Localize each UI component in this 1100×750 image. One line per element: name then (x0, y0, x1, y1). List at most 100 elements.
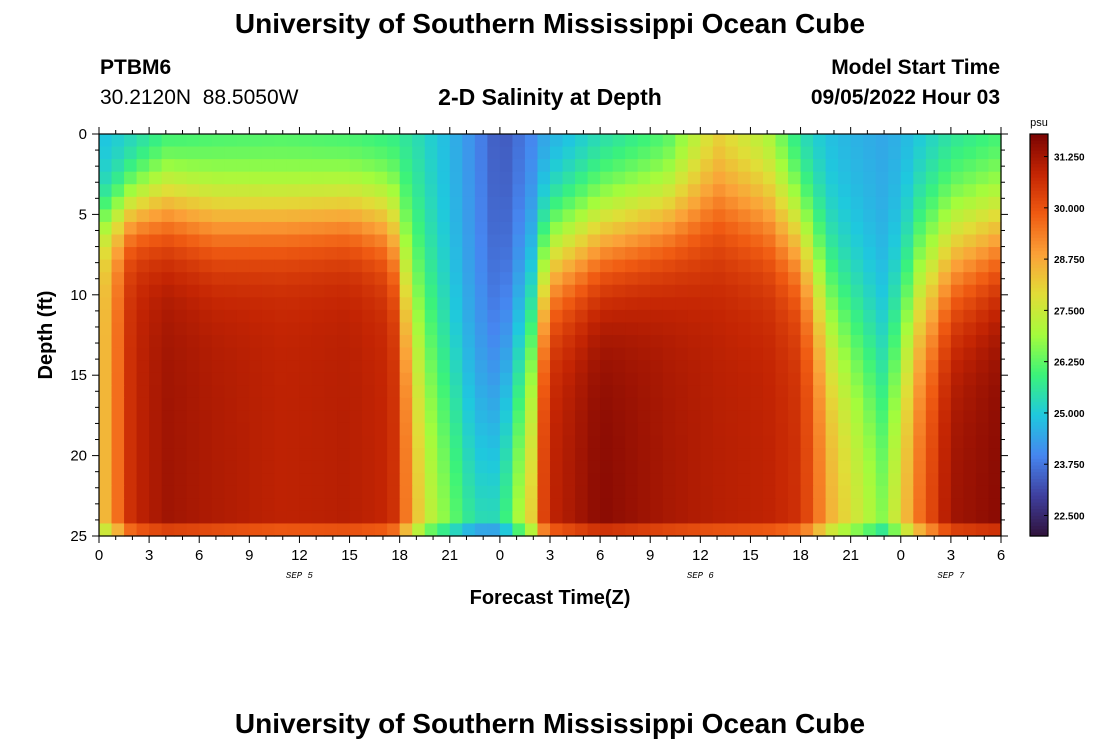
heatmap-cell (575, 498, 589, 512)
heatmap-cell (825, 448, 839, 462)
heatmap-cell (199, 322, 213, 336)
heatmap-cell (662, 297, 676, 311)
heatmap-cell (224, 247, 238, 261)
colorbar-cell (1030, 415, 1048, 420)
heatmap-cell (374, 372, 388, 386)
heatmap-cell (161, 171, 175, 185)
heatmap-cell (387, 272, 401, 286)
heatmap-cell (412, 435, 426, 449)
heatmap-cell (762, 221, 777, 236)
heatmap-cell (236, 448, 250, 462)
heatmap-cell (149, 221, 163, 236)
heatmap-cell (249, 460, 263, 474)
heatmap-cell (863, 473, 877, 487)
heatmap-cell (299, 498, 313, 512)
colorbar-cell (1030, 385, 1048, 390)
heatmap-cell (261, 159, 275, 173)
heatmap-cell (788, 360, 802, 374)
heatmap-cell (274, 523, 288, 537)
heatmap-cell (362, 247, 376, 261)
heatmap-cell (825, 347, 839, 361)
heatmap-cell (575, 372, 589, 386)
x-tick-label: 0 (496, 547, 504, 564)
colorbar-cell (1030, 234, 1048, 239)
heatmap-cell (499, 171, 514, 185)
heatmap-cell (211, 297, 225, 311)
heatmap-cell (537, 523, 551, 537)
heatmap-cell (349, 146, 363, 160)
heatmap-cell (261, 347, 275, 361)
heatmap-cell (662, 146, 676, 160)
heatmap-cell (875, 335, 889, 349)
heatmap-cell (988, 397, 1002, 411)
heatmap-cell (224, 498, 238, 512)
heatmap-cell (625, 284, 639, 298)
heatmap-cell (700, 485, 714, 499)
heatmap-cell (737, 385, 752, 399)
heatmap-cell (700, 221, 714, 236)
heatmap-cell (888, 184, 902, 198)
heatmap-cell (775, 485, 789, 499)
heatmap-cell (813, 209, 827, 223)
heatmap-cell (462, 159, 476, 173)
heatmap-cell (712, 234, 726, 248)
heatmap-cell (788, 460, 802, 474)
heatmap-cell (675, 385, 689, 399)
heatmap-cell (775, 297, 789, 311)
heatmap-cell (725, 234, 739, 248)
colorbar-cell (1030, 284, 1048, 289)
heatmap-cell (412, 448, 426, 462)
heatmap-cell (938, 435, 952, 449)
heatmap-cell (412, 134, 426, 148)
heatmap-cell (362, 146, 376, 160)
heatmap-cell (925, 473, 939, 487)
heatmap-cell (913, 284, 927, 298)
heatmap-cell (550, 485, 564, 499)
heatmap-cell (424, 410, 438, 424)
heatmap-cell (487, 372, 501, 386)
heatmap-cell (387, 435, 401, 449)
heatmap-cell (725, 221, 739, 236)
heatmap-cell (362, 410, 376, 424)
heatmap-cell (550, 309, 564, 324)
heatmap-cell (950, 134, 965, 148)
heatmap-cell (337, 498, 351, 512)
heatmap-cell (412, 422, 426, 437)
heatmap-cell (136, 397, 150, 411)
heatmap-cell (775, 221, 789, 236)
heatmap-cell (512, 309, 526, 324)
heatmap-cell (136, 322, 150, 336)
heatmap-cell (111, 234, 125, 248)
colorbar-cell (1030, 314, 1048, 319)
heatmap-cell (299, 134, 313, 148)
heatmap-cell (224, 297, 238, 311)
heatmap-cell (900, 448, 914, 462)
heatmap-cell (99, 372, 113, 386)
colorbar-cell (1030, 227, 1048, 232)
heatmap-cell (412, 284, 426, 298)
heatmap-cell (462, 410, 476, 424)
heatmap-cell (349, 448, 363, 462)
heatmap-cell (362, 485, 376, 499)
heatmap-cell (99, 460, 113, 474)
heatmap-cell (149, 184, 163, 198)
heatmap-cell (550, 234, 564, 248)
heatmap-cell (700, 385, 714, 399)
heatmap-cell (712, 360, 726, 374)
heatmap-cell (725, 410, 739, 424)
heatmap-cell (775, 171, 789, 185)
heatmap-cell (512, 435, 526, 449)
x-axis-title: Forecast Time(Z) (470, 587, 631, 609)
heatmap-cell (737, 209, 752, 223)
heatmap-cell (900, 322, 914, 336)
heatmap-cell (775, 209, 789, 223)
heatmap-cell (662, 448, 676, 462)
heatmap-cell (324, 372, 338, 386)
heatmap-cell (211, 146, 225, 160)
heatmap-cell (124, 171, 138, 185)
colorbar-tick-label: 26.250 (1054, 358, 1085, 369)
heatmap-cell (850, 209, 864, 223)
heatmap-cell (274, 510, 288, 525)
heatmap-cell (349, 284, 363, 298)
heatmap-cell (900, 347, 914, 361)
